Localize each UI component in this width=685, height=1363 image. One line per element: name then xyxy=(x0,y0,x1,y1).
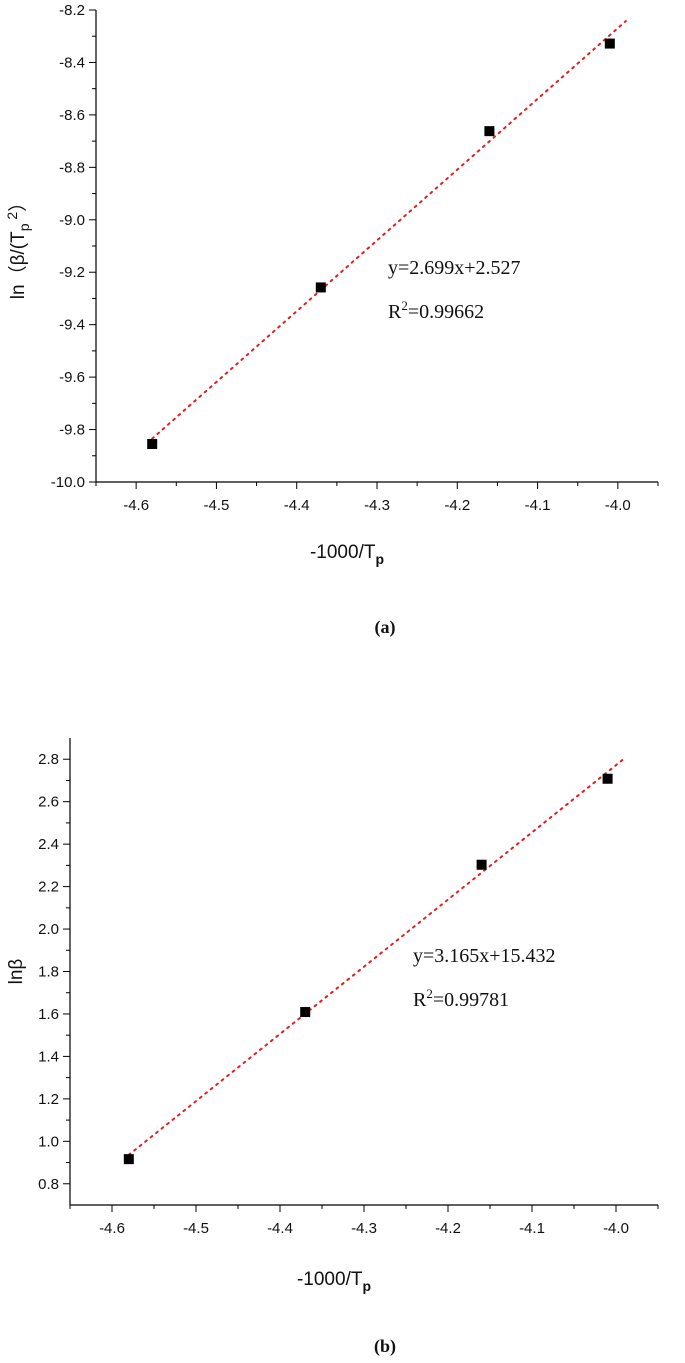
fit-line xyxy=(151,20,627,440)
data-point xyxy=(604,38,615,49)
x-tick-label: -4.2 xyxy=(435,1220,461,1237)
x-tick-label: -4.0 xyxy=(605,497,631,514)
y-tick-label: -8.6 xyxy=(59,107,85,124)
figure-caption: (b) xyxy=(374,1336,396,1357)
y-tick-label: -9.2 xyxy=(59,264,85,281)
fit-equation: y=2.699x+2.527 xyxy=(388,257,521,279)
x-tick-label: -4.4 xyxy=(267,1220,293,1237)
chart-b: -4.6 -4.5 -4.4 -4.3 -4.2 -4.1 -4.0 0.8 1.0 1.2 1.4… xyxy=(6,738,659,1357)
data-point xyxy=(315,282,326,293)
x-tick-label: -4.1 xyxy=(525,497,551,514)
x-tick-label: -4.2 xyxy=(444,497,470,514)
y-tick-label: -8.2 xyxy=(59,2,85,19)
r-squared: R2=0.99662 xyxy=(388,298,484,323)
y-tick-label: 2.6 xyxy=(38,794,59,811)
y-tick-label: -10.0 xyxy=(51,474,85,491)
y-tick-label: -8.4 xyxy=(59,54,85,71)
data-point xyxy=(484,126,495,137)
x-tick-label: -4.1 xyxy=(519,1220,545,1237)
x-tick-label: -4.3 xyxy=(351,1220,377,1237)
y-tick-label: -9.0 xyxy=(59,212,85,229)
r-squared: R2=0.99781 xyxy=(413,986,509,1011)
x-tick-label: -4.3 xyxy=(364,497,390,514)
x-tick-label: -4.4 xyxy=(284,497,310,514)
x-tick-label: -4.5 xyxy=(203,497,229,514)
x-tick-label: -4.5 xyxy=(183,1220,209,1237)
x-axis-title: -1000/Tp xyxy=(297,1269,371,1294)
y-tick-label: 1.2 xyxy=(38,1091,59,1108)
x-tick-label: -4.0 xyxy=(603,1220,629,1237)
y-tick-label: 1.0 xyxy=(38,1133,59,1150)
y-tick-label: 2.2 xyxy=(38,879,59,896)
y-tick-label: -8.8 xyxy=(59,159,85,176)
y-tick-label: -9.6 xyxy=(59,369,85,386)
y-tick-label: 2.8 xyxy=(38,751,59,768)
y-tick-label: 2.4 xyxy=(38,836,59,853)
fit-equation: y=3.165x+15.432 xyxy=(413,945,556,967)
data-point xyxy=(123,1154,134,1165)
y-tick-label: 2.0 xyxy=(38,921,59,938)
x-tick-label: -4.6 xyxy=(99,1220,125,1237)
y-tick-label: 1.4 xyxy=(38,1048,59,1065)
figure-caption: (a) xyxy=(375,617,396,638)
data-point xyxy=(476,859,487,870)
y-tick-label: -9.4 xyxy=(59,317,85,334)
x-axis-title: -1000/Tp xyxy=(310,542,384,567)
y-tick-label: -9.8 xyxy=(59,422,85,439)
x-tick-label: -4.6 xyxy=(123,497,149,514)
data-point xyxy=(602,773,613,784)
chart-a: -4.6 -4.5 -4.4 -4.3 -4.2 -4.1 -4.0 -10.0 -9.8 -9.… xyxy=(4,2,659,638)
data-point xyxy=(147,438,158,449)
y-tick-label: 1.6 xyxy=(38,1006,59,1023)
data-point xyxy=(300,1007,311,1018)
y-axis-title: lnβ xyxy=(6,959,27,985)
y-tick-label: 1.8 xyxy=(38,964,59,981)
y-tick-label: 0.8 xyxy=(38,1176,59,1193)
y-axis-title: ln（β/(Tp 2） xyxy=(4,193,32,299)
fit-line xyxy=(127,757,626,1156)
